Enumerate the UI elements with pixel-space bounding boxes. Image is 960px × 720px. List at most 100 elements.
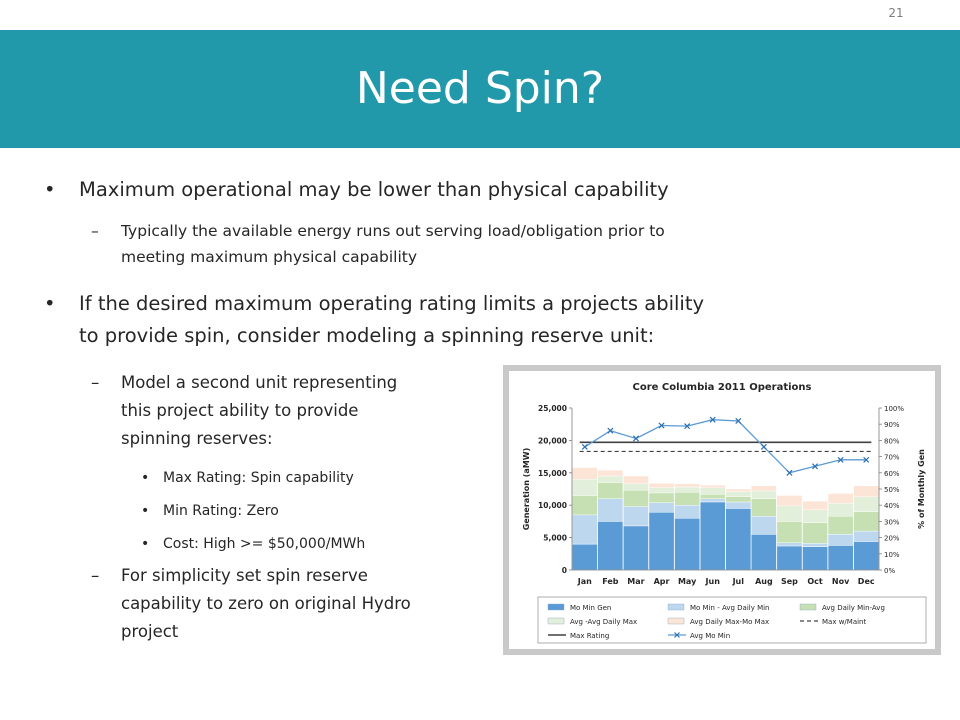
- sub-item-2: • Min Rating: Zero: [141, 498, 279, 524]
- bullet-2-sub-1-line-3: spinning reserves:: [121, 429, 273, 448]
- y2-tick-label: 40%: [884, 502, 900, 510]
- slide-title: Need Spin?: [355, 63, 605, 114]
- bar-segment: [853, 485, 880, 498]
- bar-segment: [853, 511, 880, 532]
- dash-glyph: –: [91, 222, 99, 240]
- bar-segment: [648, 502, 675, 513]
- bar-segment: [827, 515, 854, 535]
- title-band: [0, 30, 960, 148]
- x-tick-label: Sep: [781, 577, 798, 586]
- x-tick-label: Feb: [602, 577, 619, 586]
- bullet-glyph: •: [141, 470, 150, 486]
- bar-segment: [751, 498, 777, 517]
- bar-segment: [751, 515, 777, 535]
- avg-mo-min-marker: [760, 443, 767, 450]
- bar-segment: [725, 491, 752, 497]
- x-tick-label: Jul: [732, 577, 745, 586]
- legend-label: Mo Min Gen: [570, 604, 611, 612]
- y2-tick-label: 80%: [884, 437, 900, 445]
- legend-label: Avg Mo Min: [690, 632, 730, 640]
- sub-item-1: • Max Rating: Spin capability: [141, 465, 354, 491]
- avg-mo-min-marker: [812, 463, 819, 470]
- legend-label: Mo Min - Avg Daily Min: [690, 604, 770, 612]
- y-tick-label: 20,000: [538, 436, 567, 445]
- bar-segment: [648, 482, 675, 488]
- bar-segment: [674, 517, 700, 571]
- x-tick-label: Aug: [755, 577, 773, 586]
- bar-segment: [802, 501, 828, 510]
- legend-label: Max w/Maint: [822, 618, 866, 626]
- bar-segment: [623, 525, 649, 571]
- bar-segment: [699, 487, 726, 495]
- bar-segment: [699, 493, 726, 499]
- bar-segment: [597, 498, 624, 522]
- bar-segment: [674, 491, 700, 506]
- y2-tick-label: 0%: [884, 567, 895, 575]
- legend-label: Avg -Avg Daily Max: [570, 618, 637, 626]
- legend-swatch: [547, 603, 565, 611]
- bar-segment: [776, 505, 803, 522]
- legend-swatch: [799, 603, 817, 611]
- bullet-2-line-2: to provide spin, consider modeling a spi…: [79, 324, 655, 347]
- bar-segment: [776, 521, 803, 543]
- y2-tick-label: 10%: [884, 551, 900, 559]
- bar-segment: [827, 503, 854, 517]
- chart-panel: Core Columbia 2011 Operations 0 5,000 10,0…: [509, 371, 935, 649]
- y2-tick-label: 60%: [884, 470, 900, 478]
- avg-mo-min-marker: [658, 422, 665, 429]
- sub-item-3: • Cost: High >= $50,000/MWh: [141, 531, 365, 557]
- bar-segment: [597, 521, 624, 571]
- bar-segment: [674, 504, 700, 519]
- y-tick-label: 25,000: [538, 404, 567, 413]
- bar-segment: [827, 493, 854, 504]
- bar-segment: [776, 495, 803, 507]
- chart-frame: Core Columbia 2011 Operations 0 5,000 10,0…: [503, 365, 941, 655]
- y2-tick-label: 20%: [884, 535, 900, 543]
- y-tick-label: 15,000: [538, 469, 567, 478]
- avg-mo-min-marker: [684, 423, 691, 430]
- bar-segment: [648, 492, 675, 503]
- legend-box: [537, 596, 927, 644]
- bar-segment: [853, 496, 880, 512]
- legend-swatch: [667, 603, 685, 611]
- bar-segment: [802, 546, 828, 571]
- x-tick-label: Dec: [858, 577, 875, 586]
- bullet-1: • Maximum operational may be lower than …: [44, 174, 669, 206]
- bar-segment: [699, 484, 726, 488]
- bar-segment: [751, 485, 777, 492]
- bar-segment: [572, 543, 598, 571]
- bar-segment: [802, 509, 828, 523]
- bar-segment: [776, 542, 803, 547]
- bullet-1-sub-1-line-1: Typically the available energy runs out …: [121, 222, 665, 240]
- avg-mo-min-marker: [632, 435, 639, 442]
- chart-title: Core Columbia 2011 Operations: [633, 382, 812, 393]
- bullet-2-sub-2-line-1: For simplicity set spin reserve: [121, 566, 368, 585]
- legend-marker: [674, 632, 680, 638]
- avg-mo-min-marker: [837, 456, 844, 463]
- bullet-2-line-1: If the desired maximum operating rating …: [79, 292, 705, 315]
- bar-segment: [751, 490, 777, 499]
- operations-chart: Core Columbia 2011 Operations 0 5,000 10,0…: [522, 382, 927, 644]
- y2-tick-label: 90%: [884, 421, 900, 429]
- bar-segment: [853, 530, 880, 542]
- y2-tick-label: 30%: [884, 518, 900, 526]
- bar-segment: [572, 495, 598, 516]
- x-tick-label: Apr: [654, 577, 670, 586]
- bullet-2: • If the desired maximum operating ratin…: [44, 288, 705, 352]
- y-tick-label: 0: [562, 566, 567, 575]
- sub-item-2-text: Min Rating: Zero: [163, 503, 279, 519]
- bar-segment: [827, 545, 854, 571]
- avg-mo-min-marker: [786, 469, 793, 476]
- bar-segment: [674, 486, 700, 493]
- bullet-glyph: •: [141, 536, 150, 552]
- bar-segment: [597, 482, 624, 499]
- bar-segment: [699, 501, 726, 571]
- legend-label: Avg Daily Min-Avg: [822, 604, 885, 612]
- bar-segment: [623, 506, 649, 527]
- page-number: 21: [888, 6, 904, 20]
- y-tick-label: 5,000: [543, 534, 567, 543]
- bar-segment: [674, 483, 700, 488]
- x-tick-label: Jan: [577, 577, 592, 586]
- legend-swatch: [547, 617, 565, 625]
- bar-segment: [802, 543, 828, 547]
